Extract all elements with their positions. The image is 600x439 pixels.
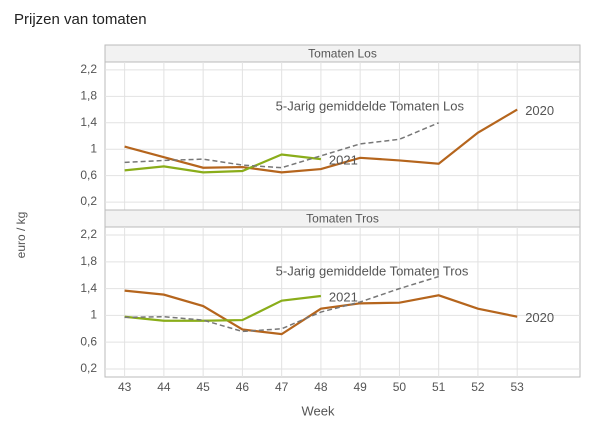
x-tick-label: 44 <box>157 380 171 394</box>
x-tick-label: 46 <box>236 380 250 394</box>
series-label: 2021 <box>329 289 358 304</box>
series-line <box>124 153 322 174</box>
y-tick-label: 1,8 <box>80 89 97 103</box>
panel-title: Tomaten Tros <box>306 212 379 226</box>
panel <box>104 61 581 211</box>
x-axis-label: Week <box>302 403 335 418</box>
x-tick-label: 51 <box>432 380 446 394</box>
x-tick-label: 43 <box>118 380 132 394</box>
y-tick-label: 0,6 <box>80 334 97 348</box>
series-label: 2020 <box>525 310 554 325</box>
panel-title: Tomaten Los <box>308 47 377 61</box>
y-axis-label: euro / kg <box>14 212 28 259</box>
x-tick-label: 48 <box>314 380 328 394</box>
y-tick-label: 1 <box>90 308 97 322</box>
y-tick-label: 1,4 <box>80 115 97 129</box>
y-tick-label: 2,2 <box>80 227 97 241</box>
series-label: 2021 <box>329 153 358 168</box>
y-tick-label: 0,2 <box>80 194 97 208</box>
y-tick-label: 1,4 <box>80 281 97 295</box>
series-label: 5-Jarig gemiddelde Tomaten Tros <box>276 263 469 278</box>
series-line <box>124 275 439 333</box>
chart-title: Prijzen van tomaten <box>14 11 147 28</box>
y-tick-label: 0,6 <box>80 168 97 182</box>
y-tick-label: 2,2 <box>80 62 97 76</box>
series-line <box>124 108 518 174</box>
x-tick-label: 50 <box>393 380 407 394</box>
y-tick-label: 1,8 <box>80 254 97 268</box>
series-line <box>124 294 322 322</box>
y-tick-label: 1 <box>90 141 97 155</box>
series-line <box>124 122 439 169</box>
x-tick-label: 49 <box>353 380 367 394</box>
x-tick-label: 47 <box>275 380 289 394</box>
panel <box>104 226 581 378</box>
x-tick-label: 53 <box>511 380 525 394</box>
series-line <box>124 289 518 336</box>
x-tick-label: 52 <box>471 380 485 394</box>
series-label: 2020 <box>525 103 554 118</box>
series-label: 5-Jarig gemiddelde Tomaten Los <box>276 98 465 113</box>
y-tick-label: 0,2 <box>80 361 97 375</box>
x-tick-label: 45 <box>196 380 210 394</box>
